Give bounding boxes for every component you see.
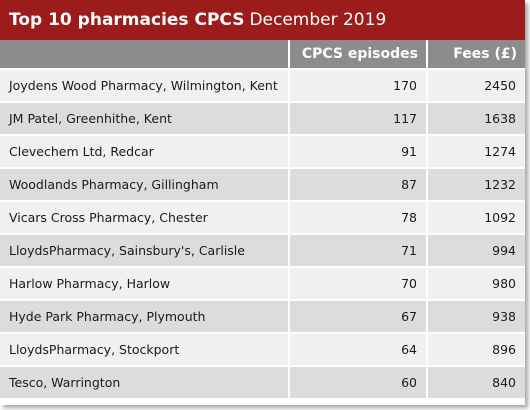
- episodes-cell: 78: [288, 200, 427, 234]
- episodes-cell: 117: [288, 101, 427, 135]
- episodes-cell: 87: [288, 167, 427, 201]
- episodes-cell: 64: [288, 332, 427, 366]
- fees-cell: 980: [426, 266, 525, 300]
- episodes-cell: 71: [288, 233, 427, 267]
- column-header-pharmacy: [0, 40, 289, 69]
- table-title-bar: Top 10 pharmacies CPCS December 2019: [0, 0, 525, 40]
- fees-cell: 896: [426, 332, 525, 366]
- pharmacy-name-cell: Hyde Park Pharmacy, Plymouth: [0, 299, 289, 333]
- table-title: Top 10 pharmacies CPCS: [9, 10, 245, 30]
- header-row: CPCS episodes Fees (£): [0, 40, 525, 69]
- pharmacies-table-card: Top 10 pharmacies CPCS December 2019 CPC…: [0, 0, 525, 398]
- fees-cell: 938: [426, 299, 525, 333]
- table-row: Joydens Wood Pharmacy, Wilmington, Kent …: [0, 68, 525, 102]
- pharmacy-name-cell: JM Patel, Greenhithe, Kent: [0, 101, 289, 135]
- pharmacy-name-cell: Woodlands Pharmacy, Gillingham: [0, 167, 289, 201]
- table-body: Joydens Wood Pharmacy, Wilmington, Kent …: [0, 68, 525, 398]
- episodes-cell: 91: [288, 134, 427, 168]
- pharmacy-name-cell: LloydsPharmacy, Sainsbury's, Carlisle: [0, 233, 289, 267]
- table-row: LloydsPharmacy, Sainsbury's, Carlisle 71…: [0, 233, 525, 267]
- column-header-fees: Fees (£): [426, 40, 525, 69]
- episodes-cell: 67: [288, 299, 427, 333]
- pharmacy-name-cell: Tesco, Warrington: [0, 365, 289, 398]
- column-header-cpcs-episodes: CPCS episodes: [288, 40, 427, 69]
- table-row: Hyde Park Pharmacy, Plymouth 67 938: [0, 299, 525, 333]
- table-row: Woodlands Pharmacy, Gillingham 87 1232: [0, 167, 525, 201]
- fees-cell: 1092: [426, 200, 525, 234]
- pharmacies-table: CPCS episodes Fees (£) Joydens Wood Phar…: [0, 40, 525, 398]
- fees-cell: 1274: [426, 134, 525, 168]
- pharmacy-name-cell: Joydens Wood Pharmacy, Wilmington, Kent: [0, 68, 289, 102]
- pharmacy-name-cell: Harlow Pharmacy, Harlow: [0, 266, 289, 300]
- episodes-cell: 60: [288, 365, 427, 398]
- table-row: Vicars Cross Pharmacy, Chester 78 1092: [0, 200, 525, 234]
- pharmacy-name-cell: LloydsPharmacy, Stockport: [0, 332, 289, 366]
- fees-cell: 840: [426, 365, 525, 398]
- fees-cell: 994: [426, 233, 525, 267]
- table-subtitle: December 2019: [249, 10, 387, 30]
- fees-cell: 1638: [426, 101, 525, 135]
- table-header: CPCS episodes Fees (£): [0, 40, 525, 69]
- table-row: Clevechem Ltd, Redcar 91 1274: [0, 134, 525, 168]
- fees-cell: 1232: [426, 167, 525, 201]
- table-row: JM Patel, Greenhithe, Kent 117 1638: [0, 101, 525, 135]
- table-row: LloydsPharmacy, Stockport 64 896: [0, 332, 525, 366]
- pharmacy-name-cell: Clevechem Ltd, Redcar: [0, 134, 289, 168]
- fees-cell: 2450: [426, 68, 525, 102]
- pharmacy-name-cell: Vicars Cross Pharmacy, Chester: [0, 200, 289, 234]
- table-row: Harlow Pharmacy, Harlow 70 980: [0, 266, 525, 300]
- episodes-cell: 170: [288, 68, 427, 102]
- episodes-cell: 70: [288, 266, 427, 300]
- table-row: Tesco, Warrington 60 840: [0, 365, 525, 398]
